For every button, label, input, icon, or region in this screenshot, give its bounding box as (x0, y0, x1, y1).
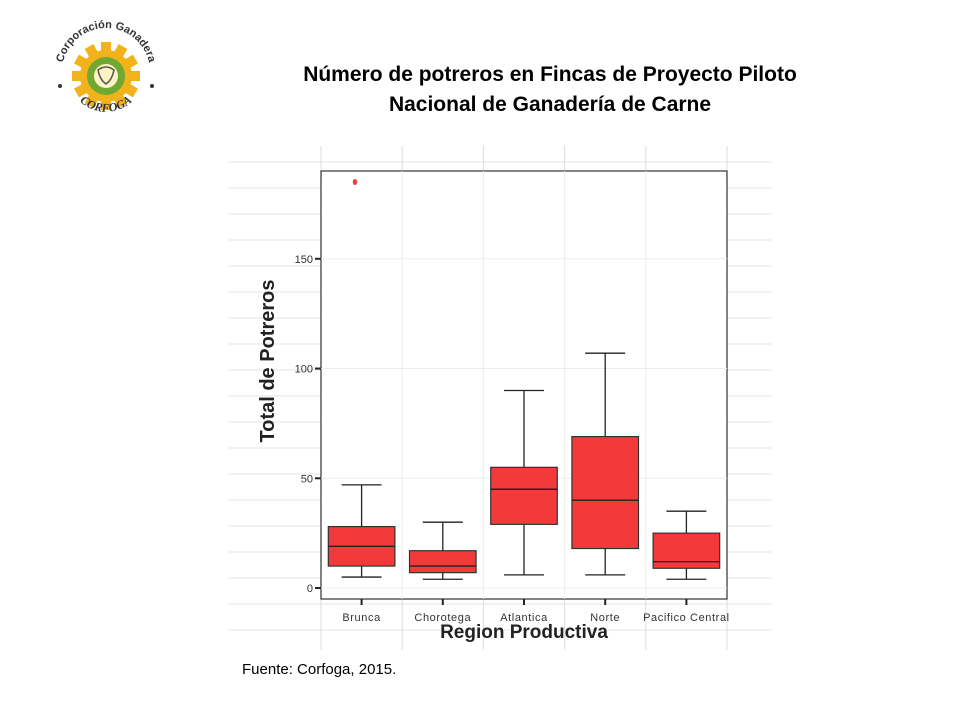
source-note: Fuente: Corfoga, 2015. (242, 661, 397, 678)
gear-tooth (101, 100, 111, 110)
y-tick-label: 150 (295, 254, 313, 266)
iqr-box (571, 435, 640, 550)
x-tick-label: Chorotega (414, 612, 471, 624)
box-brunca (327, 178, 396, 578)
y-axis-label: Total de Potreros (257, 280, 279, 443)
gear-icon (72, 42, 140, 110)
iqr-box (652, 532, 721, 569)
chart-title: Número de potreros en Fincas de Proyecto… (190, 60, 910, 120)
x-axis: Brunca Chorotega Atlantica Norte Pacifico Ce… (342, 599, 729, 624)
gear-tooth (101, 42, 111, 52)
box-chorotega (408, 521, 477, 580)
logo-dot (58, 84, 62, 88)
chart-title-line-2: Nacional de Ganadería de Carne (388, 93, 712, 116)
corfoga-logo: Corporación Ganadera CORFOGA (54, 19, 158, 115)
x-tick-label: Atlantica (500, 612, 548, 624)
logo-text-bottom: CORFOGA (78, 93, 135, 115)
boxes (327, 178, 721, 580)
box-atlantica (490, 389, 558, 576)
logo-dot (150, 84, 154, 88)
boxplot-chart: 0 50 100 150 Brunca Chorotega Atlantica Norte P… (228, 146, 772, 650)
gear-tooth (72, 71, 82, 81)
gear-tooth (130, 71, 140, 81)
y-axis: 0 50 100 150 (295, 254, 321, 595)
x-tick-label: Pacifico Central (643, 612, 730, 624)
cattle-head-icon (97, 66, 115, 85)
y-tick-label: 50 (301, 473, 313, 485)
x-tick-label: Brunca (342, 612, 381, 624)
iqr-box (408, 550, 477, 574)
box-pacifico-central (652, 510, 721, 580)
box-norte (571, 352, 640, 576)
y-tick-label: 100 (295, 364, 313, 376)
panel-grid (321, 171, 727, 599)
cattle-face-icon (94, 64, 118, 88)
x-axis-label: Region Productiva (440, 622, 608, 643)
outlier-point (352, 178, 358, 185)
y-tick-label: 0 (307, 583, 313, 595)
iqr-box (490, 466, 558, 525)
chart-title-line-1: Número de potreros en Fincas de Proyecto… (303, 63, 797, 86)
x-tick-label: Norte (590, 612, 620, 624)
